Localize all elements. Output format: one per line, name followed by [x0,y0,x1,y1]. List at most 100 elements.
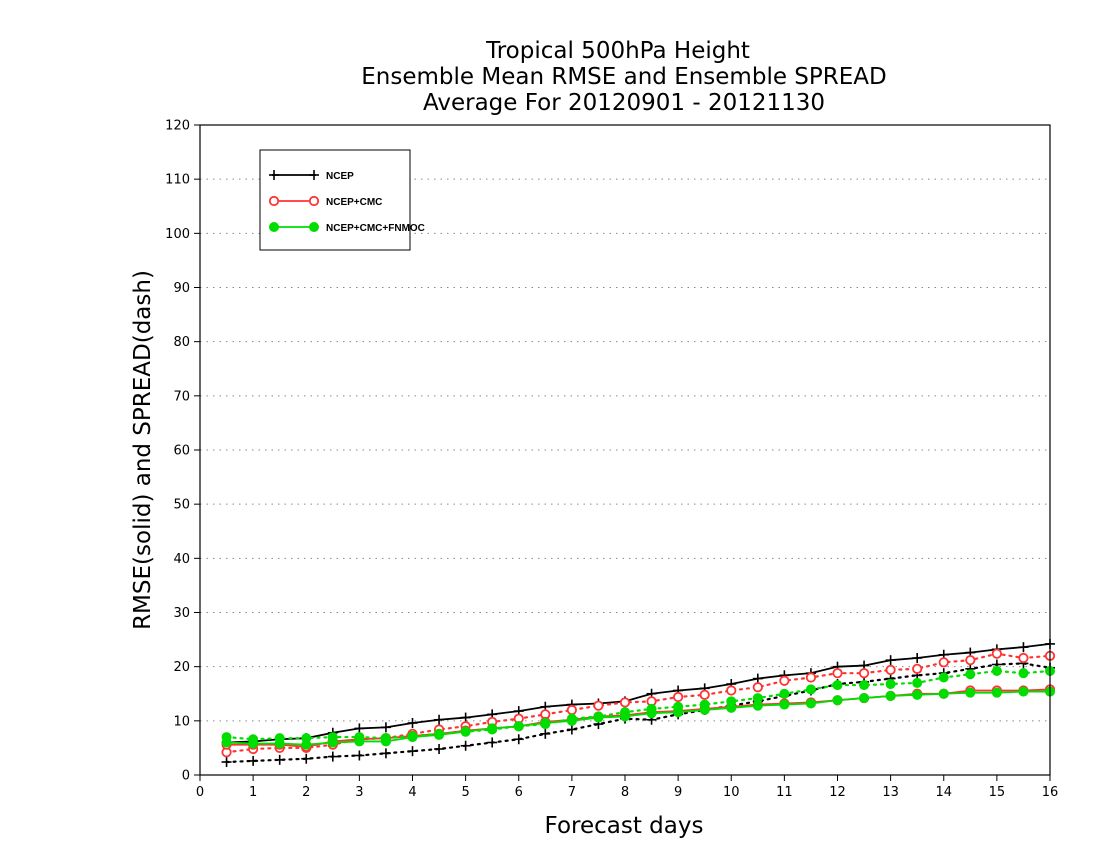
rmse-point [460,712,471,723]
spread-point [566,704,577,716]
rmse-point [274,738,285,749]
rmse-point [434,729,445,740]
rmse-point [487,723,498,734]
x-axis-label: Forecast days [545,813,704,839]
rmse-point [248,738,259,749]
rmse-point [912,653,923,663]
x-tick-label: 2 [302,785,310,800]
x-tick-label: 10 [723,785,740,800]
rmse-point [752,673,763,684]
rmse-point [699,705,710,715]
spread-point [1018,668,1029,679]
rmse-point [805,698,816,709]
rmse-point [380,736,391,747]
spread-point [912,677,923,688]
rmse-point [354,723,365,734]
rmse-point [673,707,684,718]
x-tick-label: 5 [461,785,469,800]
x-tick-label: 3 [355,785,363,800]
spread-point [938,657,949,668]
spread-point [858,668,870,679]
x-tick-label: 0 [196,785,204,800]
y-tick-label: 30 [173,606,190,621]
legend-label: NCEP [326,171,354,182]
rmse-point [566,715,577,726]
spread-point [752,682,763,693]
rmse-point [460,726,471,737]
spread-point [619,697,631,708]
spread-point [885,679,896,689]
legend-label: NCEP+CMC [326,197,382,208]
spread-point [673,691,684,703]
y-tick-label: 10 [173,714,190,729]
legend-marker [269,222,279,232]
y-tick-label: 70 [173,389,190,404]
gridlines [200,178,1050,722]
rmse-point [859,693,870,704]
spread-point [779,675,790,686]
legend-marker [308,195,320,207]
spread-point [965,669,976,680]
spread-point [487,737,498,748]
y-tick-label: 100 [165,227,190,242]
legend-box [259,149,411,251]
rmse-point [354,736,365,747]
x-axis: 0 1 2 3 4 5 6 7 8 9 10 11 12 13 14 15 16 [196,775,1058,800]
title-line-1: Tropical 500hPa Height [485,38,750,64]
x-tick-label: 4 [408,785,416,800]
rmse-point [593,712,604,723]
rmse-point [1018,642,1029,653]
rmse-point [938,688,949,699]
spread-point [965,655,976,666]
spread-point [513,734,524,745]
spread-point [593,700,604,711]
x-tick-label: 16 [1042,785,1059,800]
legend: NCEP NCEP+CMC NCEP+CMC+FNMOC [259,149,425,251]
rmse-point [912,689,923,700]
spread-point [859,680,870,691]
rmse-point [380,722,391,733]
series-ncep-cmc-fnmoc [221,666,1055,750]
y-tick-label: 80 [173,335,190,350]
y-tick-label: 110 [165,173,190,188]
x-tick-label: 11 [776,785,793,800]
y-tick-label: 50 [173,498,190,513]
legend-marker [268,195,280,207]
x-tick-label: 7 [568,785,576,800]
x-tick-label: 9 [674,785,682,800]
spread-point [327,751,338,762]
spread-point [460,740,471,751]
spread-point [805,684,816,695]
spread-point [726,685,737,696]
spread-point [301,753,312,764]
spread-point [434,744,445,754]
x-tick-label: 6 [515,785,523,800]
y-tick-label: 90 [173,281,190,296]
spread-point [885,664,896,676]
rmse-point [832,695,843,706]
rmse-point [407,718,418,728]
rmse-point [726,702,737,713]
series-ncep [221,638,1055,767]
rmse-point [991,687,1002,698]
spread-point [938,672,949,683]
x-tick-label: 1 [249,785,257,800]
spread-point [832,680,843,691]
spread-point [779,688,790,699]
rmse-point [407,732,418,743]
rmse-point [1018,686,1029,697]
rmse-point [885,655,896,666]
series-ncep-cmc [221,648,1056,758]
y-tick-label: 120 [165,119,190,134]
rmse-point [301,739,312,750]
series-layer [221,638,1056,767]
x-tick-label: 13 [882,785,899,800]
legend-label: NCEP+CMC+FNMOC [326,223,425,234]
chart-title: Tropical 500hPa Height Ensemble Mean RMS… [361,38,886,116]
rmse-point [620,711,630,722]
rmse-point [646,708,657,719]
spread-point [832,668,843,679]
rmse-point [540,718,551,728]
rmse-point [965,687,976,698]
